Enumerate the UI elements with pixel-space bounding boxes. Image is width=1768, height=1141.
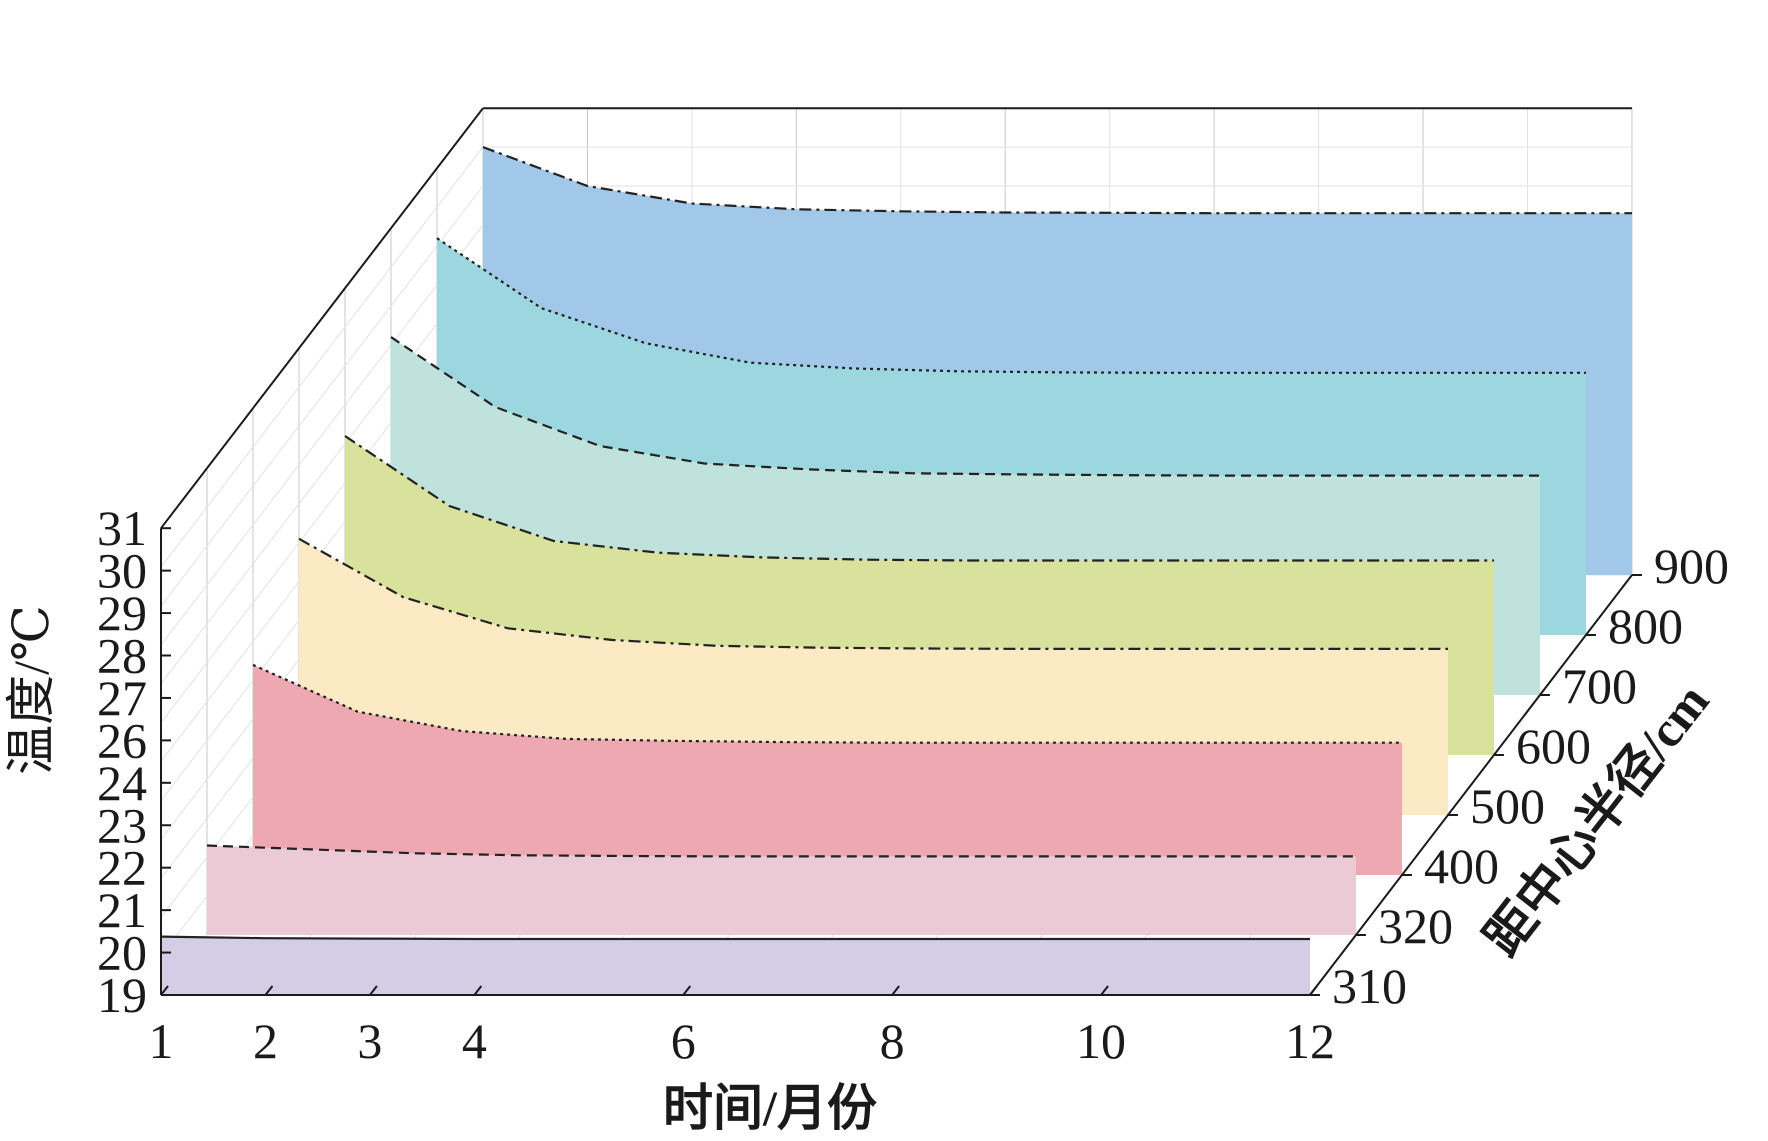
- y-tick-label: 900: [1654, 538, 1729, 594]
- y-tick-label: 500: [1470, 778, 1545, 834]
- z-tick-label: 31: [97, 500, 147, 556]
- z-tick-label: 22: [97, 840, 147, 896]
- axis-lines: [160, 107, 1633, 996]
- ribbon-310: [161, 936, 1310, 995]
- z-tick-label: 27: [97, 670, 147, 726]
- y-tick-label: 800: [1608, 598, 1683, 654]
- ribbon-line-600: [344, 435, 1494, 562]
- x-tick-mark: [160, 985, 169, 996]
- x-tick-label: 1: [149, 1013, 174, 1069]
- x-tick-label: 2: [253, 1013, 278, 1069]
- z-tick-label: 20: [97, 925, 147, 981]
- x-tick-label: 8: [880, 1013, 905, 1069]
- side-wall-top-edge: [160, 107, 484, 529]
- data-ribbons: [160, 146, 1632, 995]
- x-tick-label: 3: [357, 1013, 382, 1069]
- y-axis-line: [1309, 574, 1633, 996]
- ribbon-400: [253, 664, 1402, 875]
- ribbon-line-800: [436, 237, 1586, 374]
- side-wall-gridline: [160, 185, 484, 607]
- z-tick-label: 19: [97, 967, 147, 1023]
- x-tick-mark: [264, 985, 274, 996]
- ribbon-line-900: [482, 146, 1632, 215]
- y-tick-label: 320: [1378, 898, 1453, 954]
- x-tick-label: 12: [1285, 1013, 1335, 1069]
- ribbon-line-500: [298, 537, 1448, 651]
- x-tick-mark: [682, 985, 692, 996]
- x-axis-ticks: 1 2 3 4 6 8 10 12: [149, 985, 1335, 1069]
- x-axis-title: 时间/月份: [663, 1080, 877, 1136]
- z-tick-label: 29: [97, 585, 147, 641]
- z-tick-label: 26: [97, 712, 147, 768]
- z-tick-label: 28: [97, 628, 147, 684]
- y-tick-label: 400: [1424, 838, 1499, 894]
- z-tick-label: 30: [97, 543, 147, 599]
- y-tick-label: 600: [1516, 718, 1591, 774]
- y-tick-label: 700: [1562, 658, 1637, 714]
- x-tick-mark: [473, 985, 483, 996]
- x-tick-label: 10: [1076, 1013, 1126, 1069]
- x-tick-mark: [369, 985, 378, 996]
- y-tick-label: 310: [1332, 958, 1407, 1014]
- x-tick-label: 4: [462, 1013, 487, 1069]
- x-tick-label: 6: [671, 1013, 696, 1069]
- z-tick-label: 21: [97, 882, 147, 938]
- side-wall-gridline: [160, 146, 484, 568]
- z-axis-title: 温度/℃: [3, 605, 59, 775]
- x-tick-mark: [891, 985, 900, 996]
- ribbon-320: [207, 845, 1356, 935]
- z-tick-label: 24: [97, 755, 147, 811]
- side-wall-gridline: [160, 263, 484, 685]
- x-tick-mark: [1309, 985, 1318, 996]
- x-tick-mark: [1100, 985, 1109, 996]
- z-tick-label: 23: [97, 797, 147, 853]
- side-wall-gridline: [160, 224, 484, 646]
- ribbon-line-310: [160, 935, 1310, 941]
